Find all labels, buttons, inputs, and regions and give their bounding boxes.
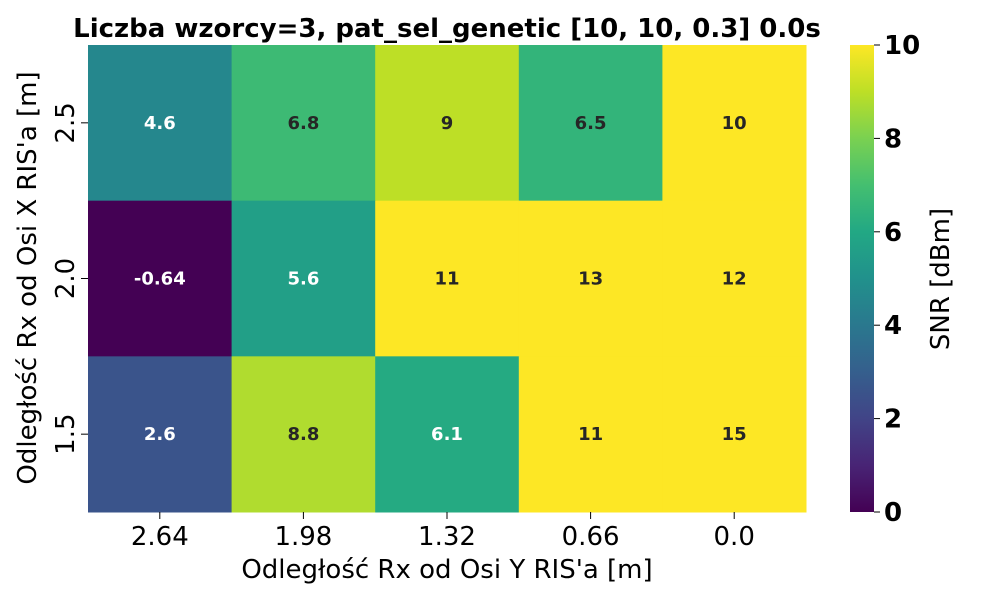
heatmap-cell bbox=[88, 200, 233, 357]
y-tick-label: 2.0 bbox=[51, 258, 81, 299]
colorbar-ticks: 0 2 4 6 8 10 bbox=[874, 31, 920, 528]
colorbar-tick-label: 8 bbox=[884, 124, 902, 154]
x-tick-label: 0.66 bbox=[562, 522, 620, 552]
x-tick-label: 1.32 bbox=[418, 522, 476, 552]
cell-value-label: 6.1 bbox=[431, 424, 463, 445]
heatmap-cell bbox=[88, 356, 233, 513]
x-tick-label: 2.64 bbox=[131, 522, 189, 552]
cell-value-label: 11 bbox=[434, 269, 459, 290]
cell-value-label: 2.6 bbox=[144, 424, 176, 445]
heatmap-cell bbox=[375, 45, 520, 202]
x-axis-label: Odległość Rx od Osi Y RIS'a [m] bbox=[241, 555, 652, 585]
x-tick-label: 0.0 bbox=[714, 522, 755, 552]
heatmap-cell bbox=[231, 200, 376, 357]
y-axis-label: Odległość Rx od Osi X RIS'a [m] bbox=[13, 71, 43, 484]
heatmap-cell bbox=[662, 200, 807, 357]
cell-value-label: 8.8 bbox=[287, 424, 319, 445]
colorbar-label: SNR [dBm] bbox=[926, 208, 956, 350]
heatmap-cell bbox=[518, 200, 663, 357]
colorbar-tick-label: 6 bbox=[884, 218, 902, 248]
cell-value-label: 13 bbox=[578, 269, 603, 290]
heatmap-cell bbox=[231, 356, 376, 513]
colorbar: 0 2 4 6 8 10 SNR [dBm] bbox=[850, 31, 956, 528]
colorbar-tick-label: 4 bbox=[884, 311, 902, 341]
cell-value-label: -0.64 bbox=[134, 269, 186, 290]
chart-title: Liczba wzorcy=3, pat_sel_genetic [10, 10… bbox=[73, 14, 821, 44]
heatmap-cell bbox=[662, 356, 807, 513]
y-tick-label: 1.5 bbox=[51, 413, 81, 454]
colorbar-tick-label: 10 bbox=[884, 31, 920, 61]
x-axis-ticks: 2.64 1.98 1.32 0.66 0.0 bbox=[131, 512, 755, 552]
heatmap-cell bbox=[518, 356, 663, 513]
cell-value-label: 4.6 bbox=[144, 113, 176, 134]
cell-value-label: 6.5 bbox=[575, 113, 607, 134]
colorbar-gradient bbox=[850, 45, 874, 512]
y-axis-ticks: 2.5 2.0 1.5 bbox=[51, 102, 88, 455]
colorbar-tick-label: 0 bbox=[884, 498, 902, 528]
cell-value-label: 11 bbox=[578, 424, 603, 445]
cell-value-label: 9 bbox=[441, 113, 454, 134]
heatmap-cell bbox=[662, 45, 807, 202]
cell-value-label: 10 bbox=[722, 113, 747, 134]
cell-value-label: 5.6 bbox=[287, 269, 319, 290]
cell-value-label: 15 bbox=[722, 424, 747, 445]
heatmap-cell bbox=[375, 200, 520, 357]
heatmap-cell bbox=[88, 45, 233, 202]
heatmap-cells bbox=[88, 45, 807, 513]
heatmap-cell bbox=[518, 45, 663, 202]
cell-value-label: 12 bbox=[722, 269, 747, 290]
x-tick-label: 1.98 bbox=[274, 522, 332, 552]
heatmap-cell bbox=[375, 356, 520, 513]
colorbar-tick-label: 2 bbox=[884, 405, 902, 435]
heatmap-cell bbox=[231, 45, 376, 202]
y-tick-label: 2.5 bbox=[51, 102, 81, 143]
cell-value-label: 6.8 bbox=[287, 113, 319, 134]
heatmap-cell-labels: 4.6 6.8 9 6.5 10 -0.64 5.6 11 13 12 2.6 8.8 6.1 11 15 bbox=[134, 113, 747, 445]
